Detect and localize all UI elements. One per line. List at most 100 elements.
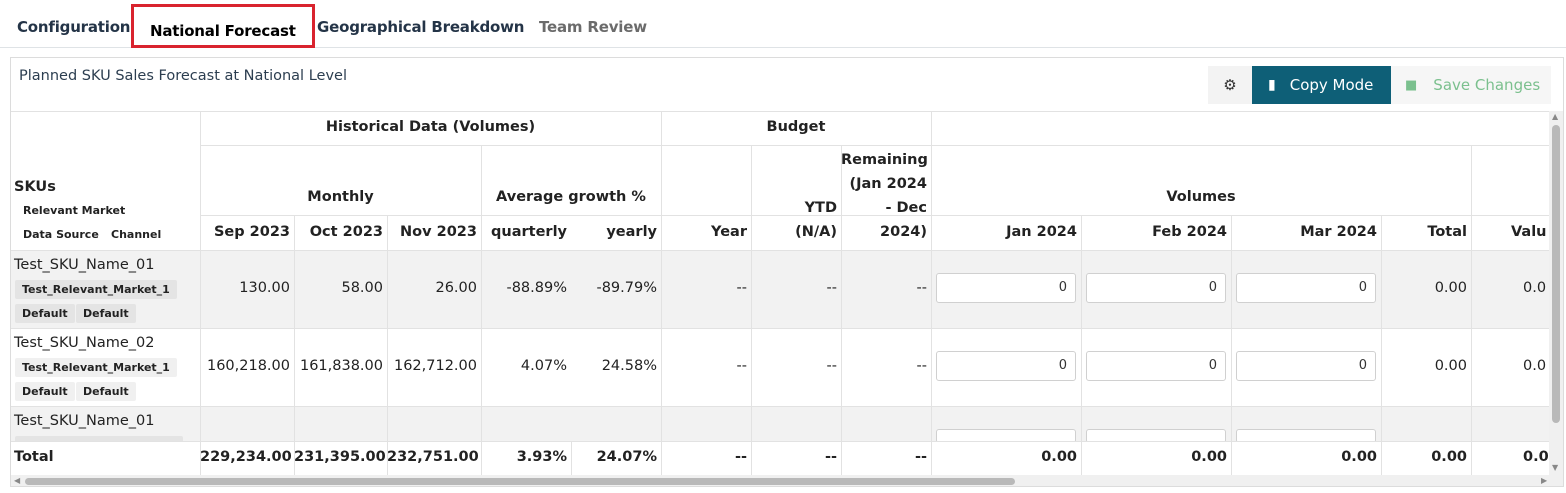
- sku-source-chip: Default: [15, 382, 75, 401]
- input-jan[interactable]: 0: [936, 273, 1076, 303]
- header-budget: Budget: [766, 119, 826, 135]
- clipboard-icon: ▮: [1268, 77, 1276, 93]
- sku-name: Test_SKU_Name_02: [14, 335, 155, 351]
- total-ytd: --: [824, 449, 837, 465]
- tab-geographical-breakdown[interactable]: Geographical Breakdown: [317, 18, 525, 36]
- cell-year: --: [736, 358, 747, 374]
- cell-yearly: 24.58%: [601, 358, 657, 374]
- cell-total: 0.00: [1434, 358, 1467, 374]
- cell-quarterly: -88.89%: [506, 280, 567, 296]
- header-monthly: Monthly: [307, 189, 374, 205]
- sku-source-chip: Default: [15, 304, 75, 323]
- col-sep-2023[interactable]: Sep 2023: [213, 224, 290, 240]
- tag-relevant-market: Relevant Market: [23, 204, 126, 217]
- col-remaining-3: - Dec: [885, 200, 927, 216]
- vertical-scrollbar[interactable]: ▲ ▼: [1549, 111, 1563, 476]
- cell-value: 0.0: [1523, 358, 1547, 374]
- total-oct: 231,395.00: [294, 449, 386, 465]
- sku-market-chip: Test_Relevant_Market_1: [15, 280, 177, 299]
- sku-name: Test_SKU_Name_01: [14, 413, 155, 429]
- scroll-left-icon[interactable]: ◀: [14, 476, 21, 485]
- cell-value: 0.0: [1523, 280, 1547, 296]
- totals-row: Total 229,234.00 231,395.00 232,751.00 3…: [11, 441, 1563, 476]
- cell-nov: 26.00: [435, 280, 477, 296]
- scroll-up-icon[interactable]: ▲: [1552, 112, 1559, 121]
- col-year[interactable]: Year: [711, 224, 747, 240]
- scroll-down-icon[interactable]: ▼: [1552, 463, 1559, 472]
- cell-remaining: --: [916, 280, 927, 296]
- settings-gears-button[interactable]: ⚙: [1208, 66, 1252, 104]
- header-avg-growth: Average growth %: [496, 189, 646, 205]
- cell-ytd: --: [826, 358, 837, 374]
- input-mar[interactable]: 0: [1236, 273, 1376, 303]
- total-jan: 0.00: [1041, 449, 1077, 465]
- total-quarterly: 3.93%: [516, 449, 567, 465]
- scroll-right-icon[interactable]: ▶: [1541, 476, 1548, 485]
- tab-configuration[interactable]: Configuration: [17, 18, 131, 36]
- col-total[interactable]: Total: [1427, 224, 1467, 240]
- totals-label: Total: [14, 449, 54, 465]
- header-skus[interactable]: SKUs: [14, 179, 56, 195]
- tab-bar: Configuration National Forecast Geograph…: [0, 0, 1566, 48]
- tag-data-source: Data Source: [23, 228, 99, 241]
- col-feb-2024[interactable]: Feb 2024: [1152, 224, 1227, 240]
- cell-oct: 161,838.00: [299, 358, 383, 374]
- cell-remaining: --: [916, 358, 927, 374]
- total-year: --: [734, 449, 747, 465]
- col-oct-2023[interactable]: Oct 2023: [309, 224, 383, 240]
- cell-sep: 160,218.00: [206, 358, 290, 374]
- col-nov-2023[interactable]: Nov 2023: [400, 224, 477, 240]
- tab-national-forecast[interactable]: National Forecast: [131, 4, 315, 48]
- col-remaining-2: (Jan 2024: [849, 176, 927, 192]
- header-value: Valu: [1511, 224, 1547, 240]
- col-ytd-sub: (N/A): [795, 224, 837, 240]
- cell-total: 0.00: [1434, 280, 1467, 296]
- header-volumes: Volumes: [1166, 189, 1236, 205]
- header-historical: Historical Data (Volumes): [325, 119, 536, 135]
- forecast-table: Historical Data (Volumes) Budget Monthly…: [11, 111, 1563, 486]
- forecast-panel: Planned SKU Sales Forecast at National L…: [10, 57, 1564, 487]
- panel-title: Planned SKU Sales Forecast at National L…: [19, 68, 347, 84]
- copy-mode-label: Copy Mode: [1289, 76, 1374, 94]
- col-jan-2024[interactable]: Jan 2024: [1006, 224, 1077, 240]
- horizontal-scroll-thumb[interactable]: [25, 478, 1015, 485]
- total-nov: 232,751.00: [387, 449, 479, 465]
- total-yearly: 24.07%: [596, 449, 657, 465]
- total-feb: 0.00: [1191, 449, 1227, 465]
- sku-channel-chip: Default: [76, 304, 136, 323]
- input-jan[interactable]: 0: [936, 351, 1076, 381]
- toolbar: ⚙ ▮ Copy Mode ■ Save Changes: [1208, 66, 1551, 104]
- sku-market-chip: Test_Relevant_Market_1: [15, 358, 177, 377]
- cell-yearly: -89.79%: [596, 280, 657, 296]
- tag-channel: Channel: [111, 228, 162, 241]
- save-changes-label: Save Changes: [1433, 76, 1541, 94]
- input-mar[interactable]: 0: [1236, 351, 1376, 381]
- total-value: 0.0: [1523, 449, 1549, 465]
- cell-ytd: --: [826, 280, 837, 296]
- col-mar-2024[interactable]: Mar 2024: [1300, 224, 1377, 240]
- total-mar: 0.00: [1341, 449, 1377, 465]
- sku-channel-chip: Default: [76, 382, 136, 401]
- sku-name: Test_SKU_Name_01: [14, 257, 155, 273]
- horizontal-scrollbar[interactable]: ◀ ▶: [11, 475, 1563, 486]
- tab-team-review[interactable]: Team Review: [539, 18, 647, 36]
- input-feb[interactable]: 0: [1086, 351, 1226, 381]
- col-ytd[interactable]: YTD: [804, 200, 837, 216]
- total-total: 0.00: [1431, 449, 1467, 465]
- copy-mode-button[interactable]: ▮ Copy Mode: [1252, 66, 1391, 104]
- vertical-scroll-thumb[interactable]: [1552, 125, 1560, 423]
- total-sep: 229,234.00: [200, 449, 292, 465]
- input-feb[interactable]: 0: [1086, 273, 1226, 303]
- cell-quarterly: 4.07%: [520, 358, 567, 374]
- cell-year: --: [736, 280, 747, 296]
- total-remaining: --: [914, 449, 927, 465]
- cell-sep: 130.00: [239, 280, 290, 296]
- col-quarterly[interactable]: quarterly: [491, 224, 567, 240]
- save-changes-button[interactable]: ■ Save Changes: [1391, 66, 1551, 104]
- floppy-disk-icon: ■: [1405, 77, 1418, 93]
- col-remaining-1[interactable]: Remaining: [841, 152, 928, 168]
- col-yearly[interactable]: yearly: [606, 224, 657, 240]
- cell-nov: 162,712.00: [393, 358, 477, 374]
- cell-oct: 58.00: [341, 280, 383, 296]
- col-remaining-4: 2024): [880, 224, 927, 240]
